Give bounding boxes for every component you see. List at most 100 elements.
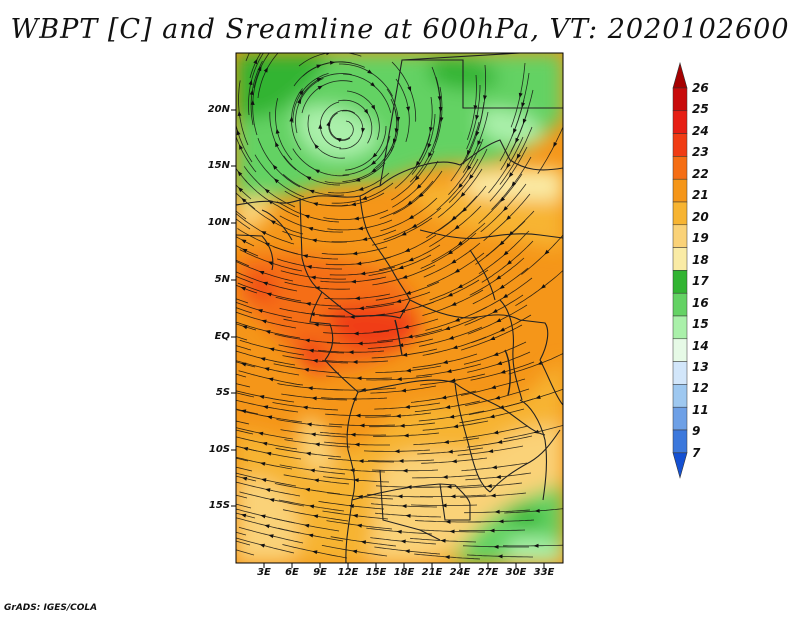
streamline-arrow [516, 153, 521, 159]
streamline-arrow [398, 265, 404, 270]
streamline-arrow [447, 250, 453, 255]
streamline-arrow [492, 308, 498, 313]
colorbar-level-label: 16 [692, 295, 709, 310]
streamline-arrow [451, 459, 457, 464]
streamline-arrow [308, 348, 314, 353]
map-frame [235, 52, 564, 564]
streamline-arrow [236, 129, 241, 136]
lat-label: 10N [207, 217, 230, 228]
streamline-arrow [309, 189, 315, 194]
colorbar-level-label: 15 [692, 317, 709, 332]
streamline-arrow [262, 405, 269, 410]
streamline [236, 345, 252, 351]
colorbar-level-label: 12 [692, 381, 709, 396]
streamline-arrow [238, 187, 244, 193]
streamline-arrow [506, 163, 511, 169]
colorbar-segment [672, 270, 688, 294]
colorbar-segment [672, 133, 688, 157]
streamline-arrow [372, 152, 378, 158]
streamline-arrow [445, 405, 451, 409]
streamline-arrow [466, 149, 471, 156]
streamline-arrow [429, 126, 433, 133]
colorbar-level-label: 25 [692, 102, 709, 117]
lat-label: 15S [208, 500, 230, 511]
streamline-arrow [451, 215, 457, 221]
colorbar-segment [672, 384, 688, 408]
streamline-arrow [360, 540, 367, 545]
streamline-arrow [249, 89, 254, 95]
colorbar-segment [672, 338, 688, 362]
streamline-arrow [495, 474, 501, 479]
streamline-arrow [298, 89, 304, 96]
streamline-arrow [499, 327, 505, 332]
streamline-arrow [467, 165, 472, 171]
streamline-arrow [408, 214, 414, 220]
streamline-arrow [502, 293, 509, 299]
streamline-arrow [489, 528, 495, 533]
lon-label: 33E [533, 567, 555, 578]
streamline-arrow [446, 484, 452, 489]
streamline [236, 392, 255, 398]
streamline-arrow [370, 82, 376, 87]
streamline-arrow [522, 118, 527, 125]
streamline-arrow [304, 338, 310, 343]
streamline-arrow [289, 116, 294, 122]
streamline-arrow [352, 360, 358, 365]
streamline-arrow [263, 67, 268, 73]
map-plot-area [236, 53, 563, 563]
streamline-arrow [408, 257, 414, 262]
streamline-arrow [511, 181, 517, 187]
streamline-arrow [451, 259, 457, 264]
lon-label: 24E [449, 567, 471, 578]
streamline-arrow [534, 508, 540, 513]
colorbar-level-label: 13 [692, 359, 709, 374]
streamline-arrow [489, 414, 495, 419]
streamline [245, 53, 250, 62]
streamline-arrow [241, 476, 248, 481]
streamline-arrow [450, 378, 456, 383]
streamline-arrow [304, 214, 310, 219]
lon-label: 6E [285, 567, 299, 578]
lon-label: 27E [477, 567, 499, 578]
streamline-arrow [302, 405, 308, 410]
streamline-arrow [240, 409, 247, 414]
colorbar-level-label: 23 [692, 145, 709, 160]
streamline-arrow [535, 395, 541, 399]
streamline-arrow [370, 160, 377, 166]
streamline-arrow [269, 498, 275, 503]
streamline-arrow [313, 478, 319, 483]
colorbar-segment [672, 110, 688, 134]
streamline-arrow [305, 451, 311, 456]
streamline-arrow [273, 178, 279, 184]
streamline [236, 466, 253, 472]
streamline-arrow [493, 430, 499, 435]
streamline-arrow [540, 284, 546, 289]
streamline-arrow [306, 422, 312, 427]
map-title: WBPT [C] and Sreamline at 600hPa, VT: 20… [10, 14, 790, 45]
streamline-arrow [553, 141, 558, 148]
colorbar-segment [672, 361, 688, 385]
streamline-arrow [264, 524, 270, 529]
colorbar [672, 61, 688, 479]
colorbar-top-triangle [672, 61, 688, 89]
streamline-arrow [499, 284, 505, 289]
streamline-arrow [450, 494, 456, 499]
lat-label: 20N [207, 104, 230, 115]
streamline [236, 218, 251, 230]
streamline-arrow [488, 449, 494, 454]
colorbar-segment [672, 178, 688, 203]
streamline-arrow [407, 86, 412, 92]
streamline-arrow [498, 519, 504, 524]
streamline-arrow [416, 184, 422, 190]
streamline-arrow [503, 206, 508, 212]
colorbar-segment [672, 156, 688, 180]
streamline-arrow [490, 385, 497, 389]
streamline-arrow [411, 223, 418, 228]
streamline-arrow [350, 279, 357, 284]
streamline-arrow [353, 216, 359, 221]
streamline-arrow [404, 247, 411, 252]
streamline-arrow [441, 503, 447, 508]
streamline-arrow [262, 281, 268, 286]
streamline-arrow [307, 386, 313, 391]
streamline-arrow [308, 504, 315, 509]
